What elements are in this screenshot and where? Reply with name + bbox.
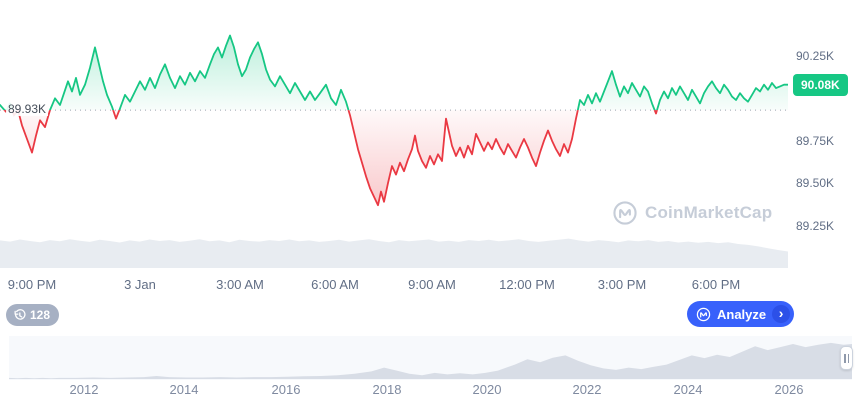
price-line-red bbox=[3, 110, 658, 207]
price-chart[interactable]: 89.93K bbox=[0, 0, 788, 270]
time-axis: 9:00 PM 3 Jan 3:00 AM 6:00 AM 9:00 AM 12:00 P… bbox=[0, 277, 788, 295]
history-count-label: 128 bbox=[30, 308, 51, 322]
history-count-pill[interactable]: 128 bbox=[6, 304, 60, 326]
volume-area bbox=[0, 238, 788, 268]
time-tick-label: 3 Jan bbox=[124, 277, 156, 292]
year-tick-label: 2012 bbox=[69, 382, 99, 397]
coinmarketcap-logo-icon bbox=[696, 307, 711, 321]
baseline-price-label: 89.93K bbox=[6, 102, 49, 117]
watermark-text: CoinMarketCap bbox=[645, 203, 773, 222]
price-tick-label: 89.50K bbox=[796, 176, 835, 191]
time-tick-label: 12:00 PM bbox=[499, 277, 555, 292]
coinmarketcap-watermark: CoinMarketCap bbox=[612, 200, 772, 226]
current-price-badge: 90.08K bbox=[793, 73, 848, 96]
brush-handle[interactable] bbox=[840, 346, 853, 370]
year-tick-label: 2022 bbox=[572, 382, 602, 397]
range-selector-svg bbox=[9, 342, 852, 379]
time-tick-label: 6:00 PM bbox=[691, 277, 741, 292]
year-tick-label: 2026 bbox=[774, 382, 804, 397]
price-tick-label: 89.75K bbox=[796, 133, 835, 148]
time-tick-label: 9:00 PM bbox=[7, 277, 57, 292]
time-tick-label: 6:00 AM bbox=[311, 277, 359, 292]
year-tick-label: 2020 bbox=[472, 382, 502, 397]
coinmarketcap-logo-icon bbox=[613, 201, 637, 225]
price-tick-label: 90.25K bbox=[796, 48, 835, 63]
time-tick-label: 3:00 AM bbox=[216, 277, 264, 292]
analyze-label: Analyze bbox=[717, 306, 767, 322]
year-tick-label: 2024 bbox=[673, 382, 703, 397]
year-tick-label: 2016 bbox=[271, 382, 301, 397]
price-axis: 90.25K 89.75K 89.50K 89.25K 90.08K bbox=[792, 0, 860, 270]
year-tick-label: 2018 bbox=[372, 382, 402, 397]
price-line-green bbox=[0, 34, 788, 111]
time-tick-label: 3:00 PM bbox=[597, 277, 647, 292]
chevron-right-icon: › bbox=[772, 305, 791, 323]
analyze-button[interactable]: Analyze › bbox=[687, 301, 795, 327]
price-area-below-baseline bbox=[4, 110, 657, 206]
range-selector[interactable] bbox=[9, 336, 853, 380]
history-clock-icon bbox=[14, 308, 26, 320]
price-area-above-baseline bbox=[0, 35, 788, 111]
alltime-area bbox=[9, 342, 852, 379]
year-tick-label: 2014 bbox=[169, 382, 199, 397]
year-axis: 2012 2014 2016 2018 2020 2022 2024 2026 bbox=[9, 382, 852, 398]
price-chart-svg bbox=[0, 34, 788, 268]
time-tick-label: 9:00 AM bbox=[408, 277, 456, 292]
price-tick-label: 89.25K bbox=[796, 218, 835, 233]
